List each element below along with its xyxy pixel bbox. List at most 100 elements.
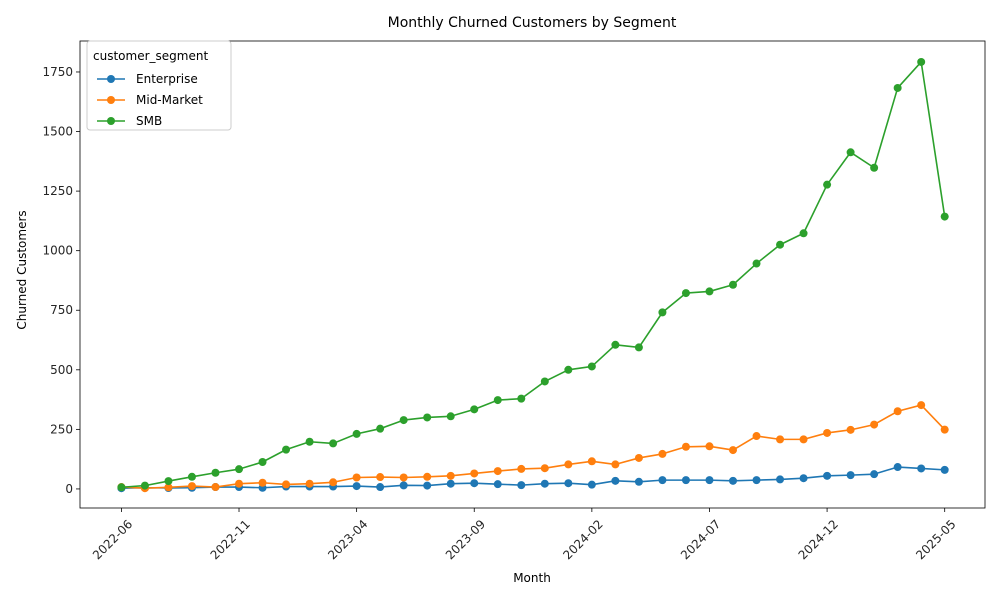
- data-point: [681, 476, 690, 485]
- y-tick-label: 250: [50, 422, 73, 436]
- y-tick-label: 1750: [42, 65, 73, 79]
- data-point: [799, 474, 808, 483]
- data-point: [917, 401, 926, 410]
- data-point: [658, 449, 667, 458]
- data-point: [940, 465, 949, 474]
- data-point: [681, 289, 690, 298]
- data-point: [776, 435, 785, 444]
- data-point: [752, 259, 761, 268]
- data-point: [399, 416, 408, 425]
- data-point: [329, 439, 338, 448]
- legend-marker: [107, 75, 115, 83]
- data-point: [493, 467, 502, 476]
- data-point: [940, 425, 949, 434]
- data-point: [423, 481, 432, 490]
- y-tick-label: 750: [50, 303, 73, 317]
- data-point: [893, 407, 902, 416]
- chart-title: Monthly Churned Customers by Segment: [388, 15, 677, 31]
- data-point: [564, 479, 573, 488]
- data-point: [634, 477, 643, 486]
- y-tick-label: 0: [65, 482, 73, 496]
- data-point: [587, 457, 596, 466]
- data-point: [352, 429, 361, 438]
- data-point: [493, 396, 502, 405]
- data-point: [446, 479, 455, 488]
- data-point: [164, 477, 173, 486]
- data-point: [329, 478, 338, 487]
- data-point: [752, 432, 761, 441]
- data-point: [564, 365, 573, 374]
- data-point: [870, 163, 879, 172]
- data-point: [893, 463, 902, 472]
- data-point: [540, 377, 549, 386]
- data-point: [423, 413, 432, 422]
- data-point: [540, 464, 549, 473]
- data-point: [823, 180, 832, 189]
- data-point: [564, 460, 573, 469]
- data-point: [752, 476, 761, 485]
- data-point: [799, 435, 808, 444]
- legend-label: Mid-Market: [136, 93, 203, 107]
- legend-label: SMB: [136, 114, 162, 128]
- data-point: [917, 57, 926, 66]
- data-point: [634, 453, 643, 462]
- data-point: [634, 343, 643, 352]
- data-point: [352, 473, 361, 482]
- data-point: [470, 479, 479, 488]
- data-point: [305, 437, 314, 446]
- data-point: [658, 476, 667, 485]
- data-point: [376, 483, 385, 492]
- data-point: [305, 479, 314, 488]
- data-point: [540, 479, 549, 488]
- data-point: [705, 476, 714, 485]
- data-point: [282, 445, 291, 454]
- data-point: [728, 476, 737, 485]
- data-point: [893, 83, 902, 92]
- data-point: [917, 464, 926, 473]
- data-point: [776, 475, 785, 484]
- legend-marker: [107, 117, 115, 125]
- data-point: [846, 425, 855, 434]
- data-point: [846, 148, 855, 157]
- data-point: [681, 442, 690, 451]
- data-point: [211, 468, 220, 477]
- data-point: [611, 340, 620, 349]
- data-point: [587, 362, 596, 371]
- data-point: [352, 482, 361, 491]
- data-point: [470, 405, 479, 414]
- data-point: [164, 483, 173, 492]
- data-point: [446, 471, 455, 480]
- data-point: [140, 481, 149, 490]
- data-point: [258, 478, 267, 487]
- data-point: [446, 412, 455, 421]
- data-point: [517, 464, 526, 473]
- data-point: [235, 465, 244, 474]
- data-point: [728, 446, 737, 455]
- data-point: [470, 469, 479, 478]
- legend: customer_segment Enterprise Mid-Market SMB: [86, 40, 232, 131]
- data-point: [493, 480, 502, 489]
- data-point: [517, 481, 526, 490]
- legend-marker: [107, 96, 115, 104]
- data-point: [423, 472, 432, 481]
- y-tick-label: 500: [50, 363, 73, 377]
- data-point: [399, 481, 408, 490]
- data-point: [376, 424, 385, 433]
- data-point: [211, 483, 220, 492]
- data-point: [117, 483, 126, 492]
- data-point: [776, 240, 785, 249]
- data-point: [705, 442, 714, 451]
- data-point: [940, 212, 949, 221]
- data-point: [870, 470, 879, 479]
- data-point: [187, 482, 196, 491]
- x-axis-label: Month: [513, 571, 551, 585]
- data-point: [258, 458, 267, 467]
- data-point: [376, 473, 385, 482]
- series-smb: [117, 57, 949, 492]
- data-point: [870, 420, 879, 429]
- legend-label: Enterprise: [136, 72, 198, 86]
- y-tick-label: 1000: [42, 244, 73, 258]
- data-point: [399, 473, 408, 482]
- data-point: [823, 428, 832, 437]
